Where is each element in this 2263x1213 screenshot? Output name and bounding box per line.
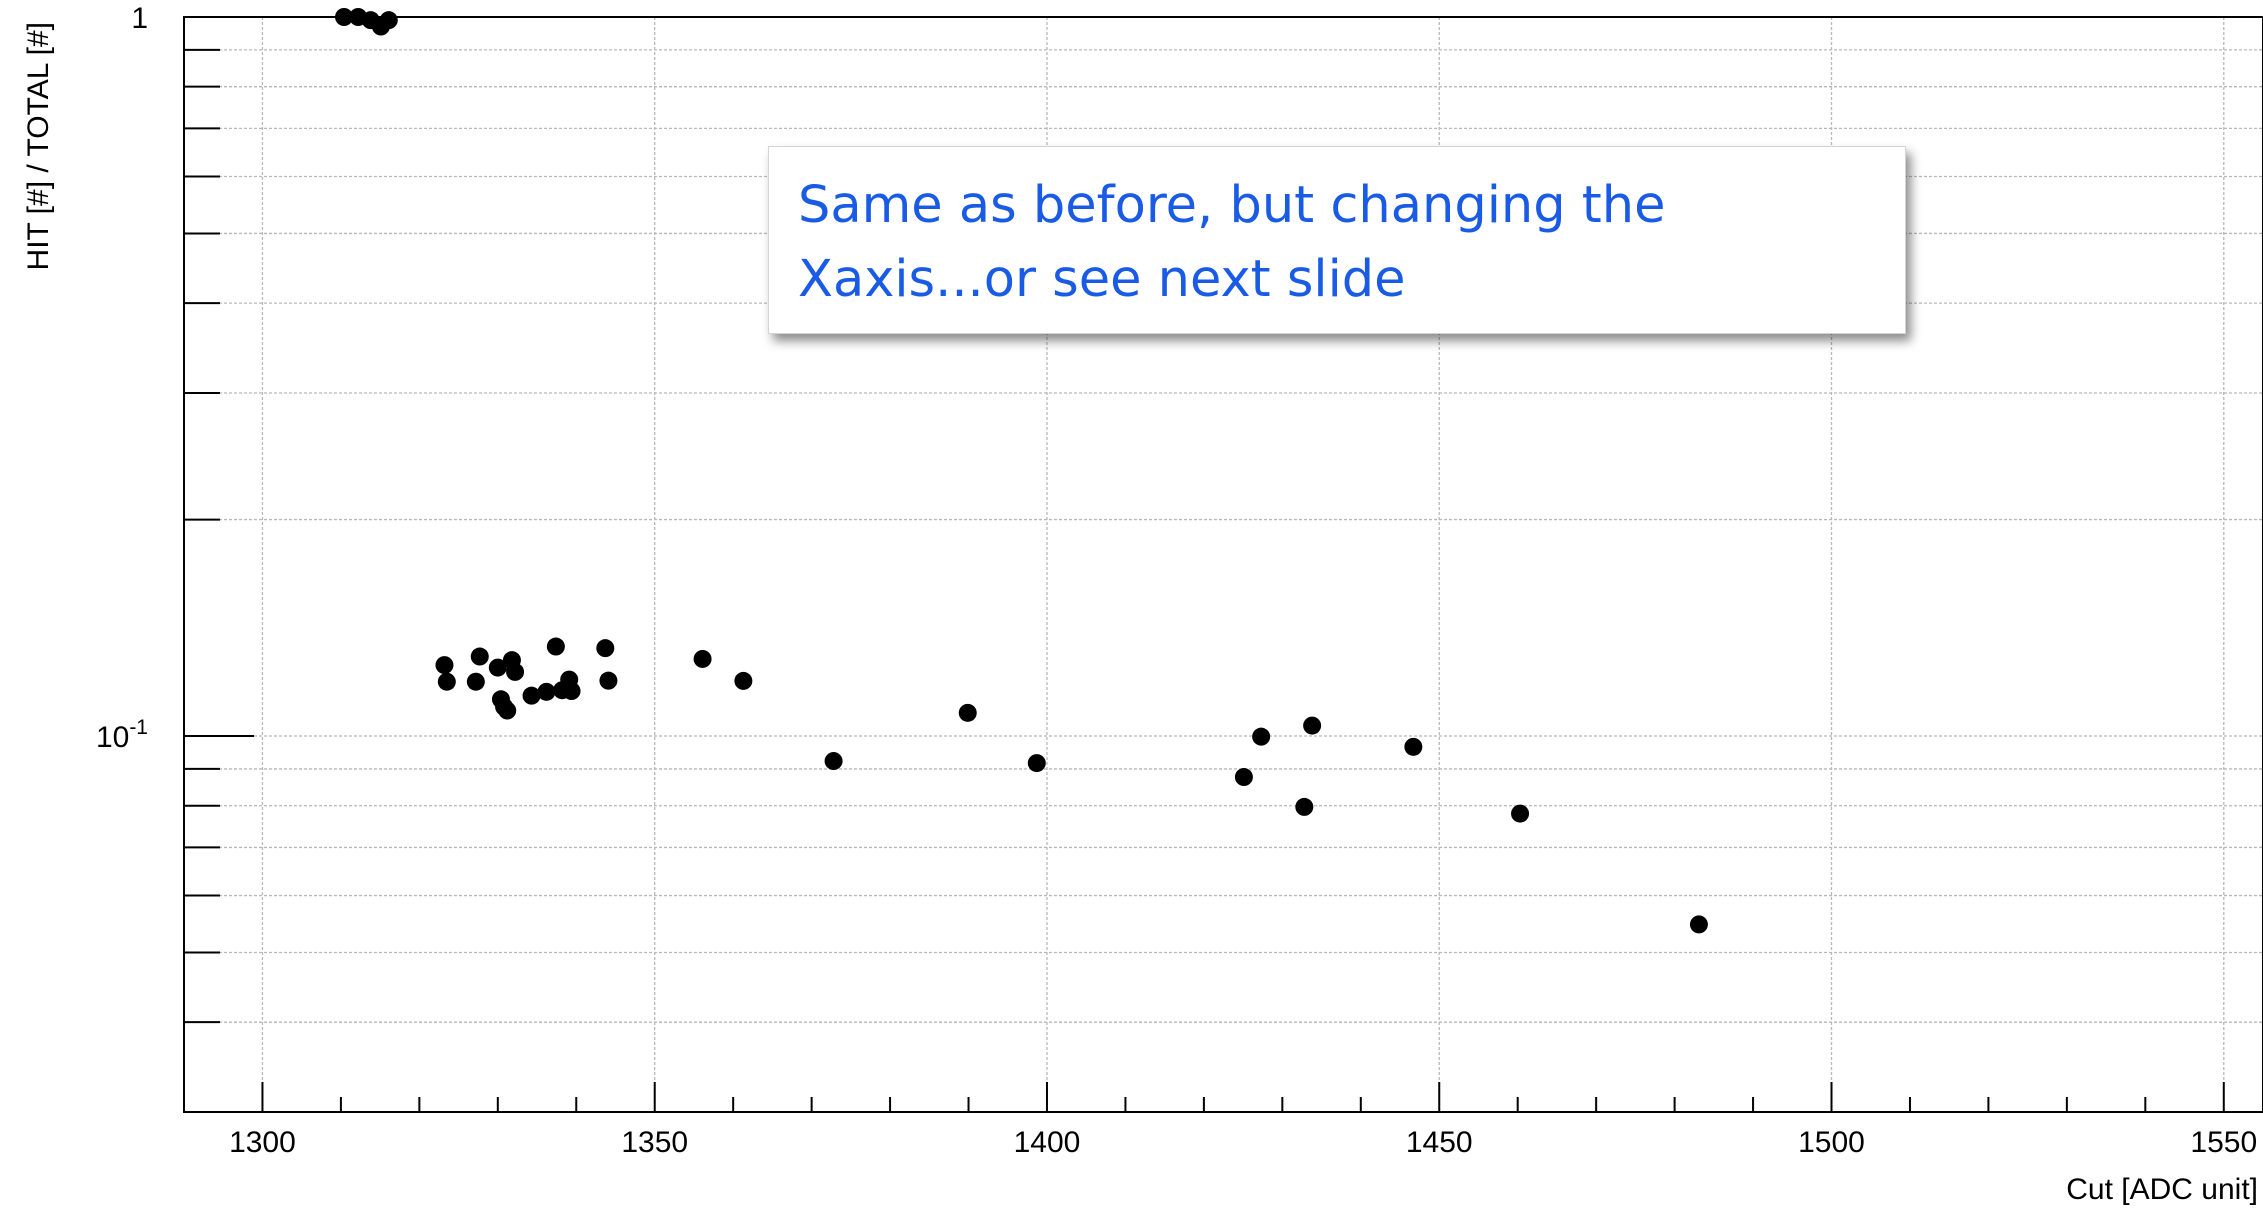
data-point bbox=[435, 656, 454, 675]
y-tick-label: 1 bbox=[131, 2, 148, 35]
y-tick-label: 10-1 bbox=[96, 716, 148, 754]
data-point bbox=[1234, 768, 1253, 787]
data-point bbox=[1295, 797, 1314, 816]
data-point bbox=[506, 662, 525, 681]
data-point bbox=[537, 682, 556, 701]
data-point bbox=[1511, 804, 1530, 823]
data-point bbox=[379, 11, 398, 30]
x-tick-label: 1300 bbox=[229, 1126, 296, 1159]
data-point bbox=[546, 637, 565, 656]
data-points bbox=[335, 8, 1708, 934]
data-point bbox=[562, 682, 581, 701]
data-point bbox=[599, 671, 618, 690]
x-tick-label: 1550 bbox=[2190, 1126, 2257, 1159]
y-axis-title: HIT [#] / TOTAL [#] bbox=[22, 22, 55, 270]
annotation-line-2: Xaxis...or see next slide bbox=[798, 250, 1406, 309]
annotation-line-1: Same as before, but changing the bbox=[798, 176, 1666, 235]
data-point bbox=[1027, 754, 1046, 773]
x-tick-label: 1450 bbox=[1406, 1126, 1473, 1159]
x-axis-title: Cut [ADC unit] bbox=[2066, 1173, 2258, 1206]
data-point bbox=[437, 672, 456, 691]
data-point bbox=[470, 647, 489, 666]
y-tick-labels: 10-1 1 bbox=[96, 2, 148, 754]
x-tick-label: 1500 bbox=[1798, 1126, 1865, 1159]
data-point bbox=[1689, 915, 1708, 934]
data-point bbox=[488, 658, 507, 677]
x-tick-labels: 1300 1350 1400 1450 1500 1550 bbox=[229, 1126, 2257, 1159]
grid bbox=[184, 16, 2263, 1113]
data-point bbox=[335, 8, 354, 26]
data-point bbox=[1404, 737, 1423, 756]
data-point bbox=[824, 752, 843, 771]
data-point bbox=[498, 701, 517, 720]
data-point bbox=[522, 686, 541, 705]
data-point bbox=[1252, 727, 1271, 746]
data-point bbox=[1303, 716, 1322, 735]
data-point bbox=[466, 672, 485, 691]
data-point bbox=[734, 671, 753, 690]
data-point bbox=[596, 639, 615, 658]
x-tick-label: 1350 bbox=[621, 1126, 688, 1159]
data-point bbox=[693, 649, 712, 668]
plot-frame bbox=[183, 16, 2263, 1113]
data-point bbox=[958, 703, 977, 722]
x-tick-label: 1400 bbox=[1014, 1126, 1081, 1159]
annotation-callout: Same as before, but changing the Xaxis..… bbox=[768, 146, 1906, 334]
